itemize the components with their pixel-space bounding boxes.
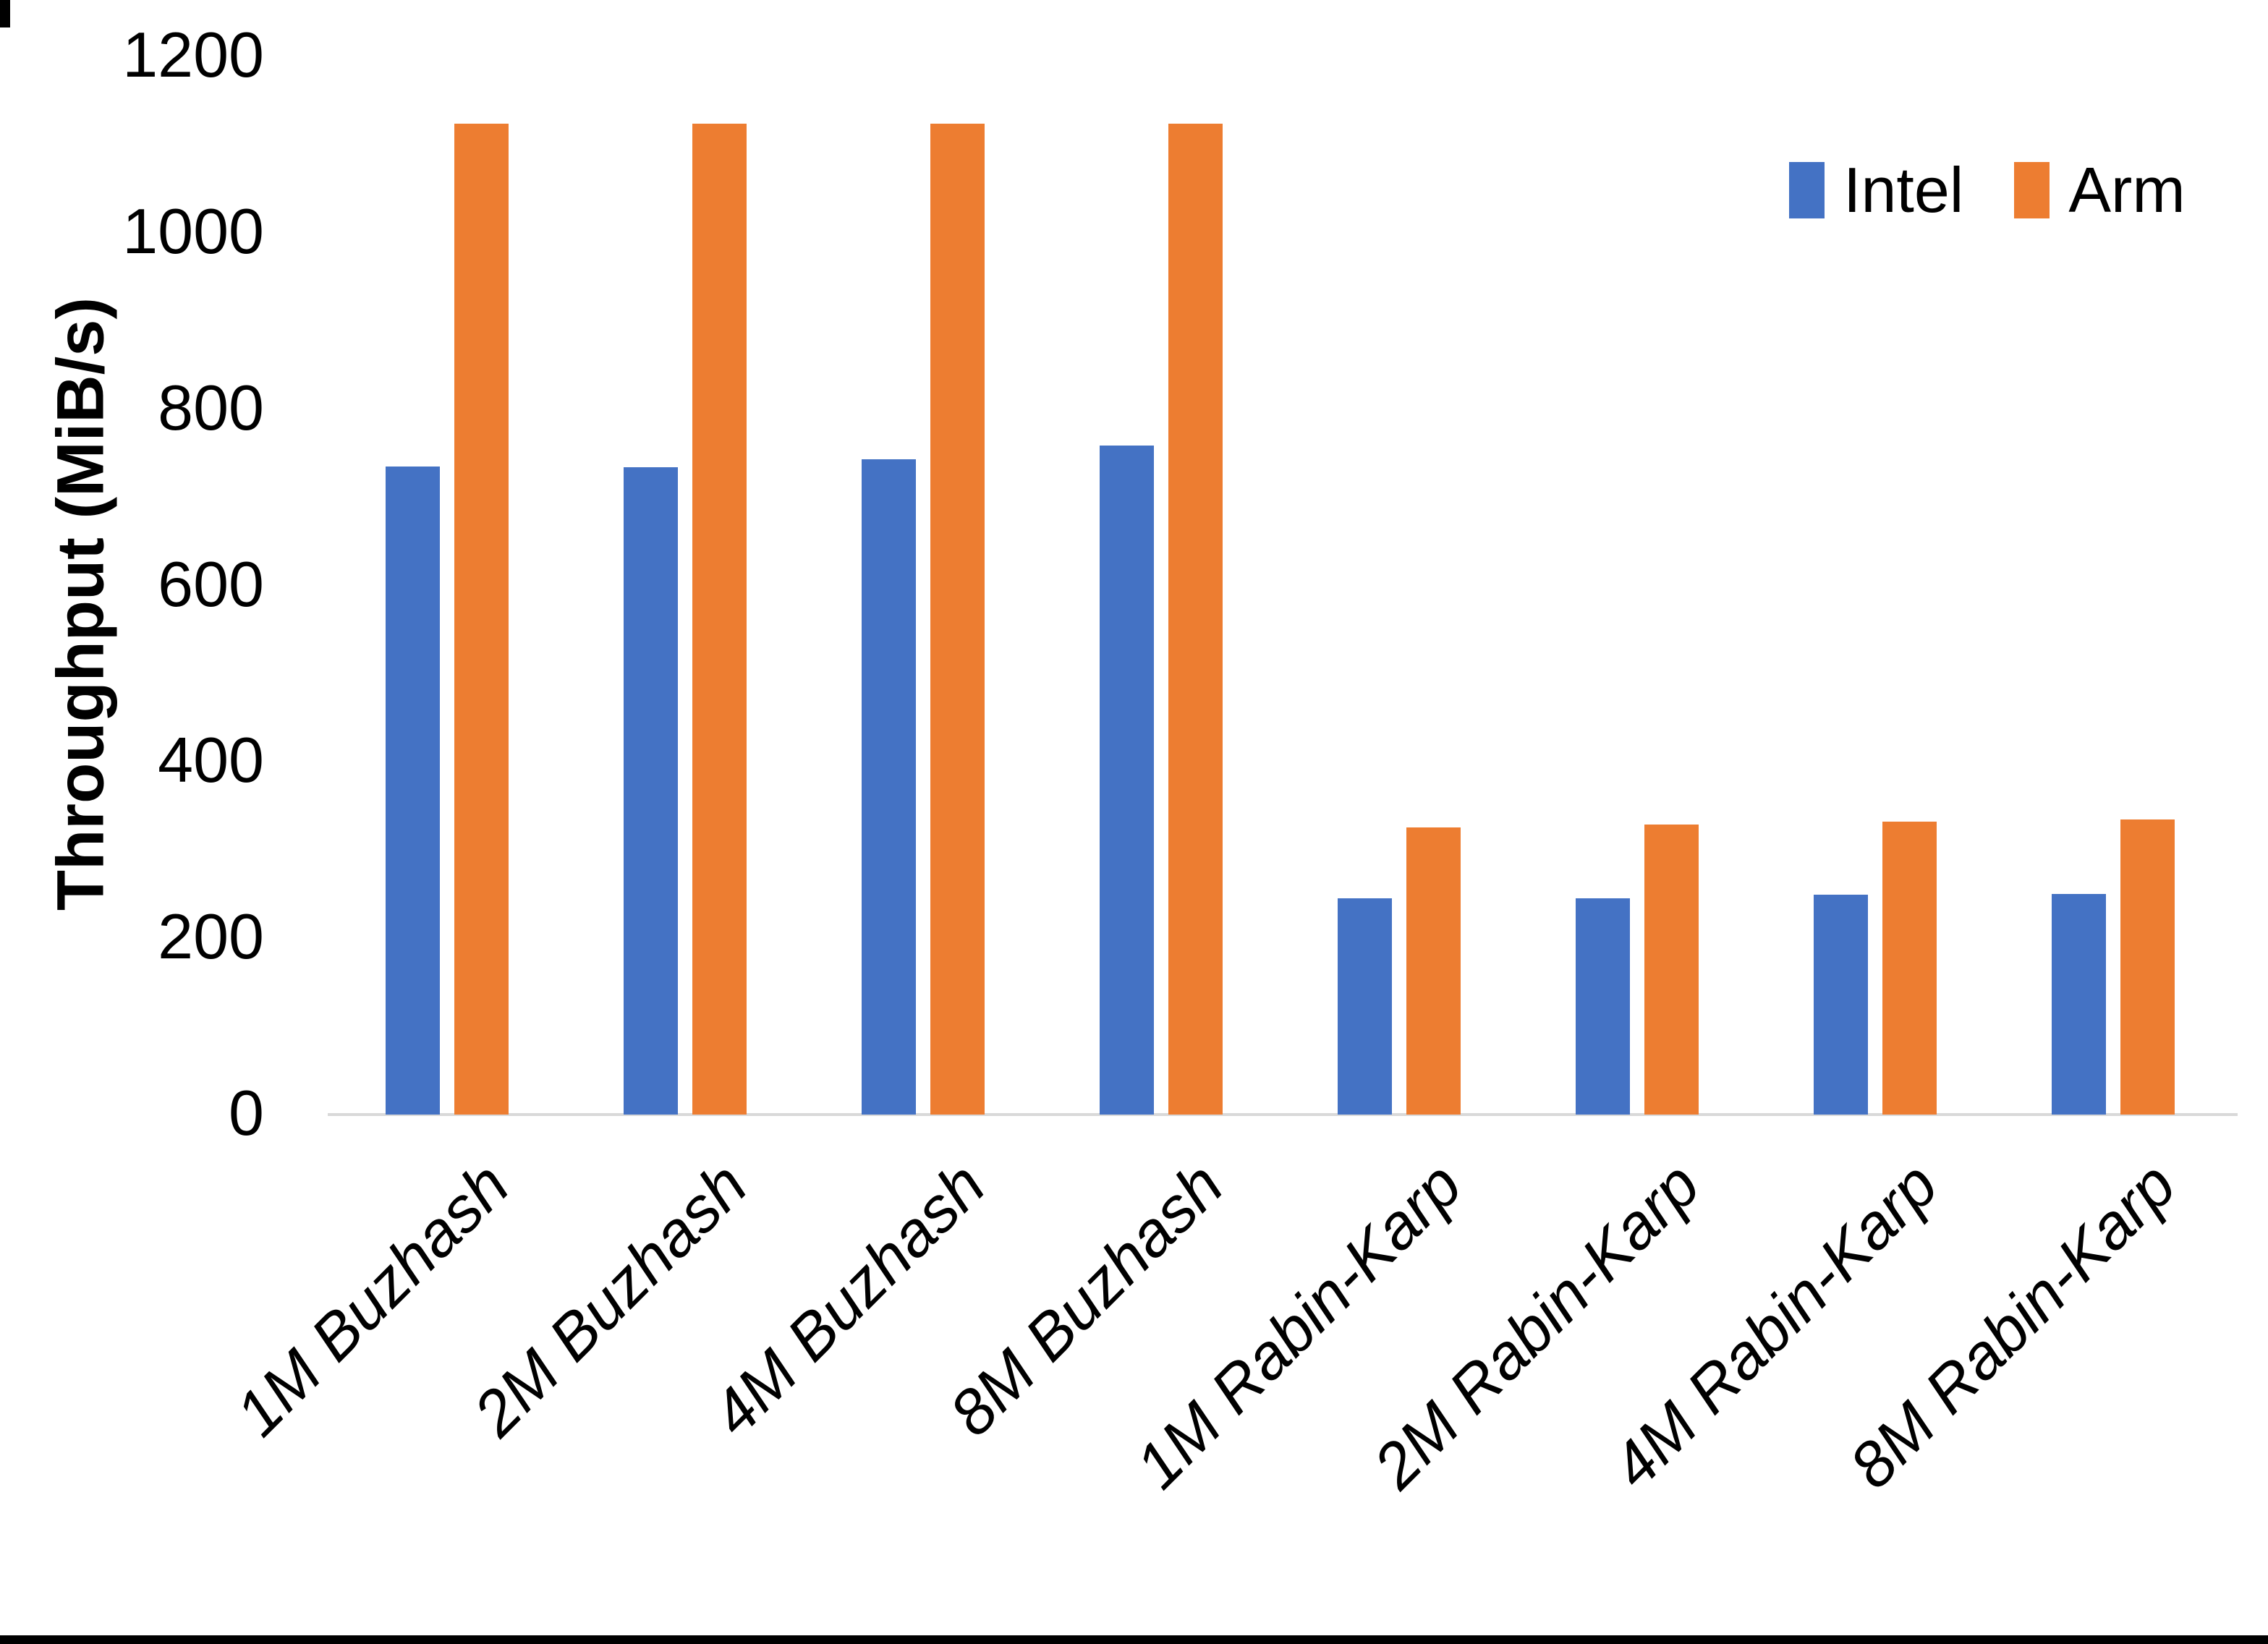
y-tick-label-800: 800	[158, 371, 264, 443]
bar-arm-4m-buzhash	[930, 124, 985, 1115]
y-tick-label-0: 0	[229, 1077, 264, 1149]
screenshot-edge-artifact	[0, 0, 10, 27]
bar-arm-8m-rabin-karp	[2120, 819, 2175, 1115]
bar-intel-2m-buzhash	[623, 467, 678, 1115]
y-tick-label-1000: 1000	[122, 195, 264, 267]
legend-item-intel: Intel	[1789, 153, 1963, 228]
legend-item-arm: Arm	[2014, 153, 2186, 228]
bar-arm-8m-buzhash	[1168, 124, 1223, 1115]
y-tick-label-600: 600	[158, 548, 264, 620]
legend-label-intel: Intel	[1843, 154, 1964, 226]
legend: Intel Arm	[1789, 153, 2186, 228]
bar-intel-8m-buzhash	[1099, 446, 1154, 1115]
bar-intel-1m-rabin-karp	[1337, 898, 1392, 1115]
x-axis-line	[328, 1113, 2238, 1116]
legend-swatch-arm	[2014, 162, 2050, 218]
y-tick-label-400: 400	[158, 724, 264, 796]
bar-arm-4m-rabin-karp	[1882, 822, 1937, 1115]
bar-intel-8m-rabin-karp	[2051, 894, 2106, 1115]
bar-intel-2m-rabin-karp	[1575, 898, 1630, 1115]
bar-intel-1m-buzhash	[385, 467, 440, 1115]
legend-label-arm: Arm	[2068, 154, 2186, 226]
bar-intel-4m-rabin-karp	[1813, 895, 1868, 1115]
bar-intel-4m-buzhash	[861, 459, 916, 1115]
bar-arm-2m-rabin-karp	[1644, 825, 1699, 1115]
y-tick-label-200: 200	[158, 900, 264, 973]
bar-arm-2m-buzhash	[692, 124, 747, 1115]
y-tick-label-1200: 1200	[122, 19, 264, 90]
bar-arm-1m-buzhash	[454, 124, 509, 1115]
bar-arm-1m-rabin-karp	[1406, 827, 1461, 1115]
bottom-border	[0, 1635, 2268, 1644]
legend-swatch-intel	[1789, 162, 1825, 218]
